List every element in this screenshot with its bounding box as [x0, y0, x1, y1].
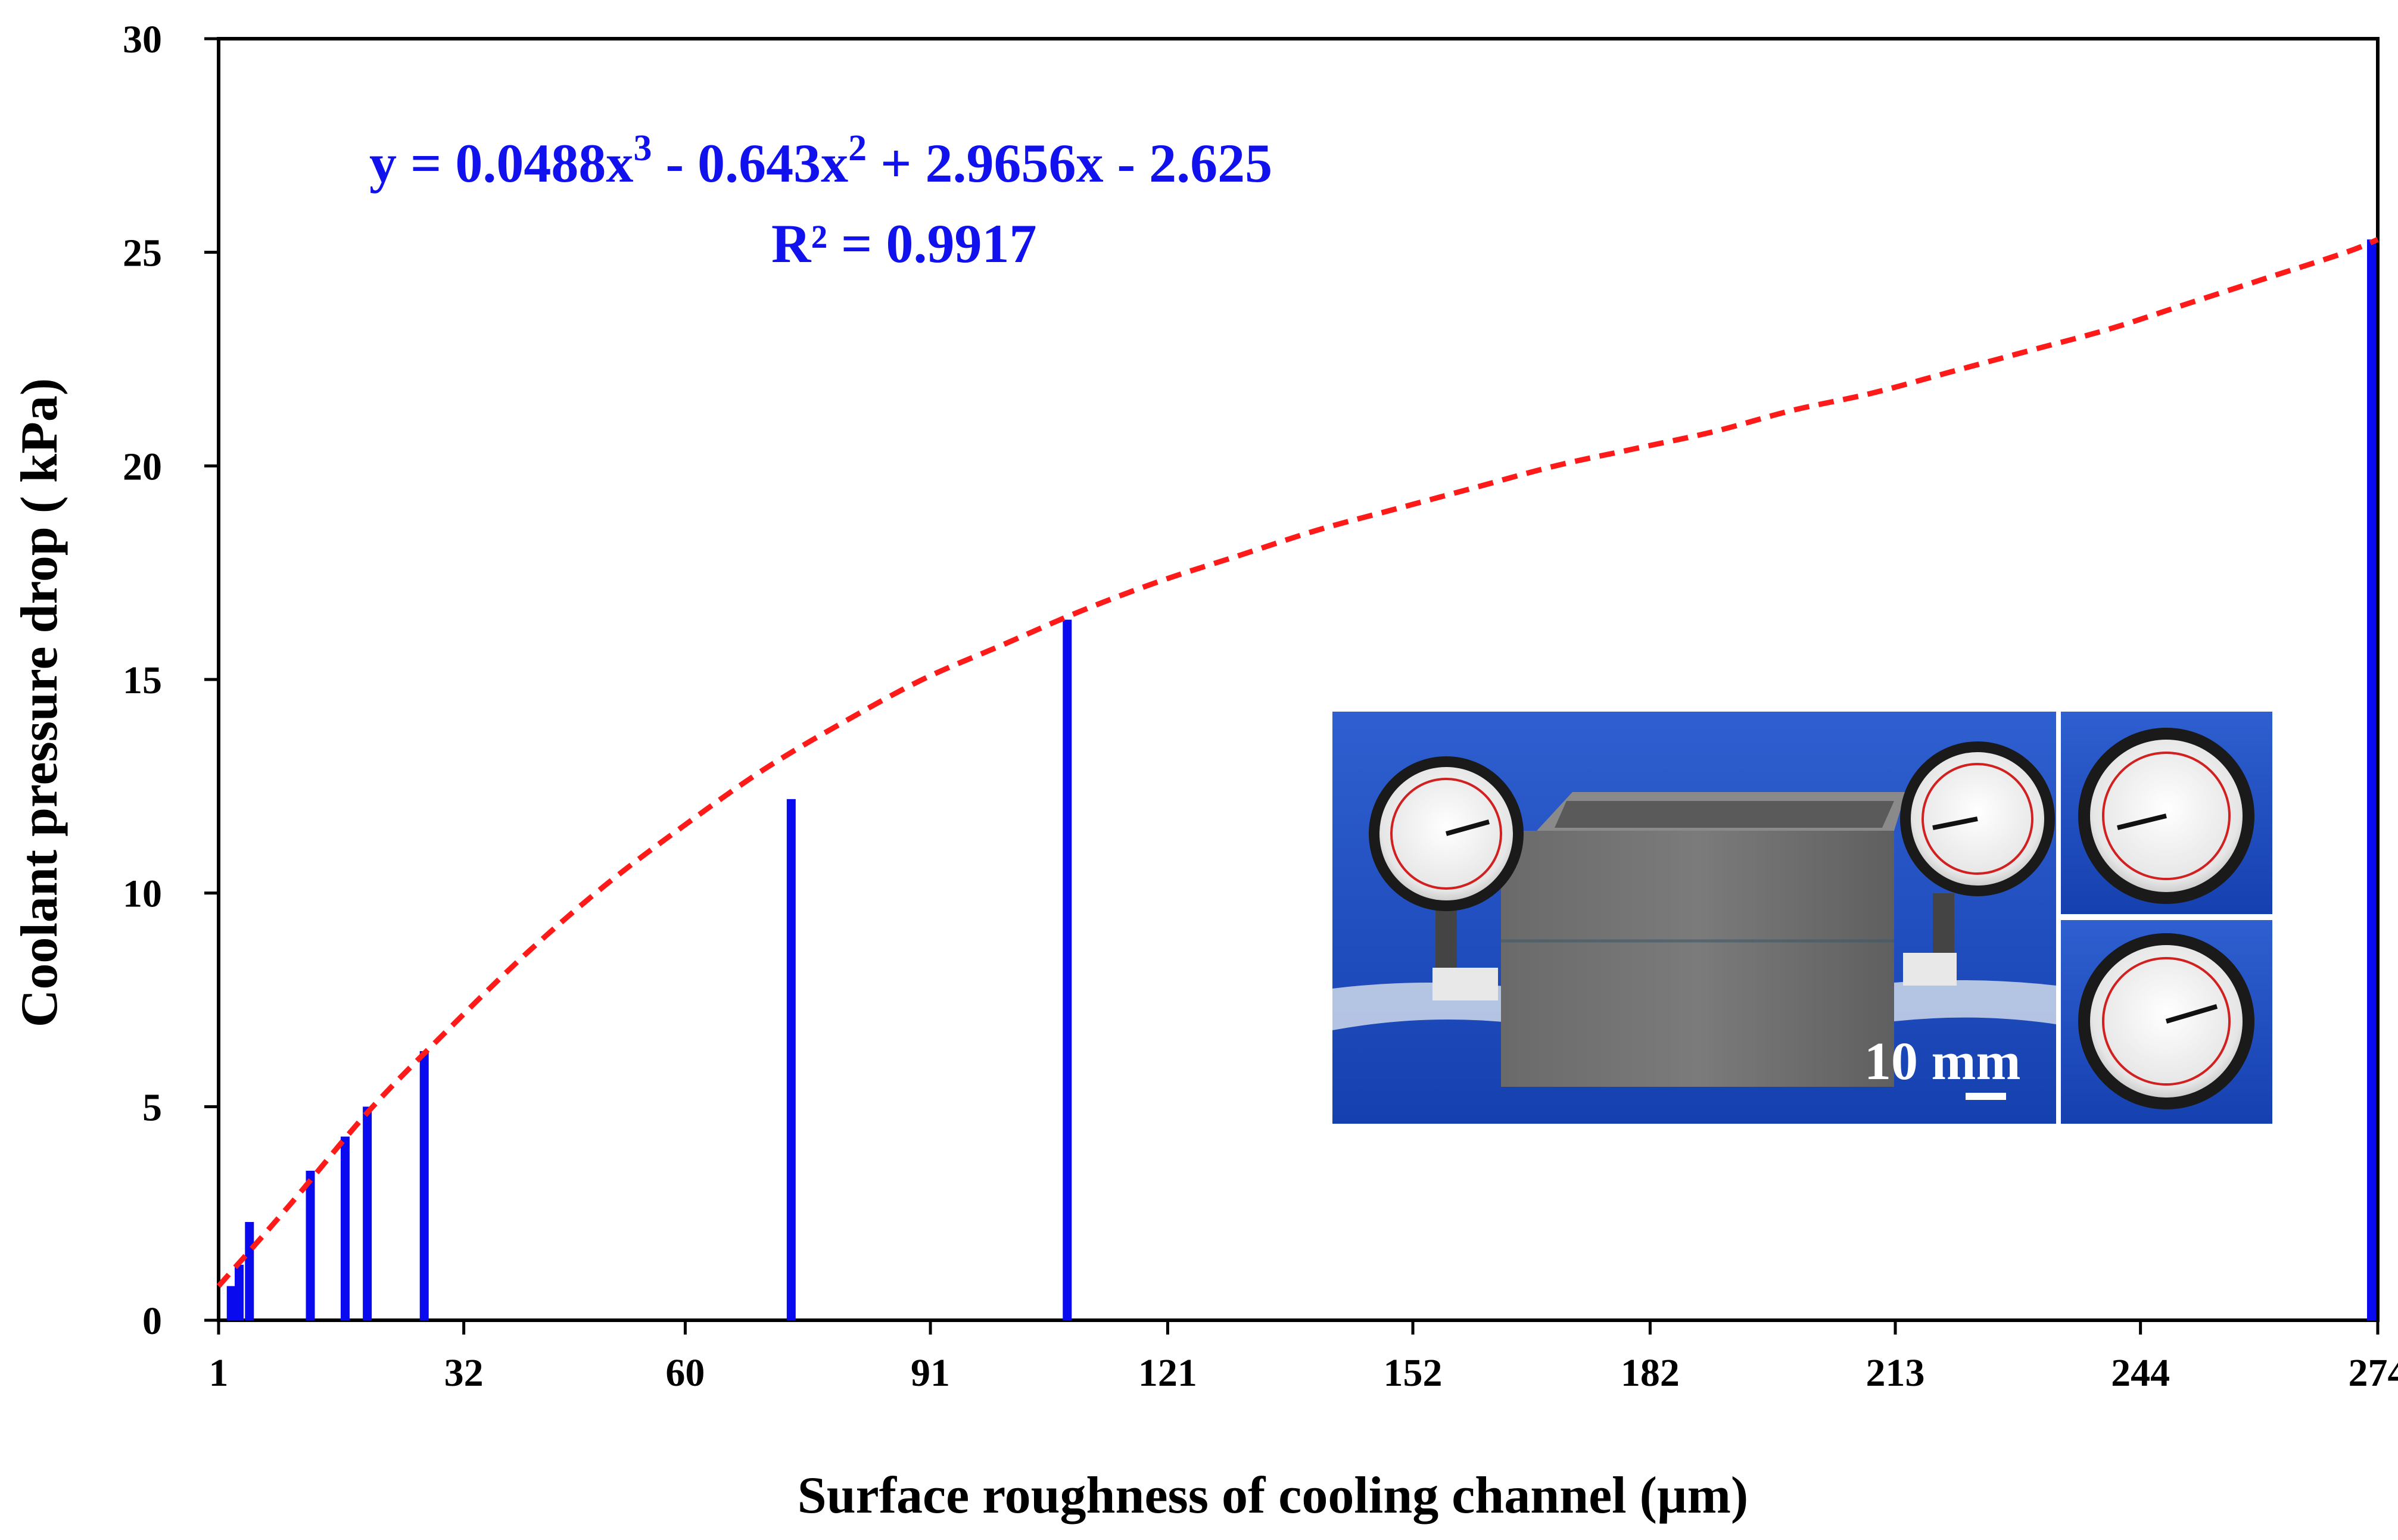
y-tick-label: 25	[123, 232, 162, 275]
scale-bar	[1966, 1093, 2006, 1100]
plot-area	[217, 37, 2380, 1322]
trendline-equation: y = 0.0488x3 - 0.643x2 + 2.9656x - 2.625	[369, 128, 1272, 194]
x-tick-label: 182	[1621, 1351, 1680, 1395]
trendline	[216, 236, 2379, 1288]
x-tick-label: 121	[1138, 1351, 1197, 1395]
bar	[1063, 619, 1072, 1320]
bar	[235, 1264, 244, 1320]
bar	[419, 1051, 429, 1320]
y-axis: 0 5 10 15 20 25 30	[123, 18, 219, 1343]
y-tick-label: 30	[123, 18, 162, 61]
y-tick-label: 20	[123, 445, 162, 488]
bar	[340, 1136, 350, 1320]
x-tick-label: 244	[2111, 1351, 2170, 1395]
scale-bar-label: 10 mm	[1864, 1032, 2020, 1091]
inset-photo: 10 mm	[1332, 712, 2272, 1124]
x-axis-title: Surface roughness of cooling channel (µm…	[798, 1467, 1748, 1525]
bar-series	[226, 239, 2376, 1320]
y-tick-label: 15	[123, 659, 162, 702]
bar	[786, 799, 796, 1320]
bar	[363, 1106, 372, 1320]
x-tick-label: 32	[444, 1351, 484, 1395]
r-squared-label: R² = 0.9917	[771, 213, 1036, 274]
bar	[306, 1170, 315, 1320]
bar	[2367, 239, 2376, 1320]
y-tick-label: 0	[142, 1299, 162, 1343]
x-tick-label: 60	[665, 1351, 705, 1395]
y-tick-label: 5	[142, 1086, 162, 1129]
bar	[245, 1222, 254, 1320]
x-tick-label: 274	[2349, 1351, 2398, 1395]
y-tick-label: 10	[123, 872, 162, 916]
y-axis-title: Coolant pressure drop ( kPa)	[11, 378, 68, 1027]
bar	[226, 1286, 236, 1320]
x-axis: 1 32 60 91 121 152 182 213 244 274	[209, 1320, 2398, 1395]
x-tick-label: 1	[209, 1351, 229, 1395]
x-tick-label: 213	[1866, 1351, 1925, 1395]
x-tick-label: 91	[911, 1351, 950, 1395]
x-tick-label: 152	[1384, 1351, 1443, 1395]
